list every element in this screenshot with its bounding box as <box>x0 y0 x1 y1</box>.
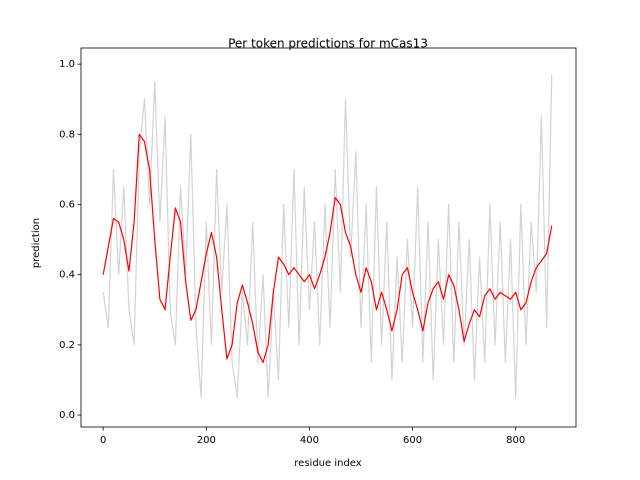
plot-frame <box>80 47 577 428</box>
x-tick-label: 200 <box>197 435 216 446</box>
y-tick-label: 0.2 <box>59 340 75 351</box>
chart-title: Per token predictions for mCas13 <box>228 37 428 51</box>
y-tick-label: 0.0 <box>59 410 75 421</box>
y-tick-label: 1.0 <box>59 59 75 70</box>
y-tick-label: 0.8 <box>59 129 75 140</box>
data-line <box>102 133 553 364</box>
y-axis-label: prediction <box>31 218 42 268</box>
x-tick-label: 400 <box>300 435 319 446</box>
x-tick-label: 0 <box>100 435 106 446</box>
x-tick-label: 800 <box>506 435 525 446</box>
x-tick-label: 600 <box>403 435 422 446</box>
x-axis-label: residue index <box>294 458 361 469</box>
y-tick-label: 0.4 <box>59 270 75 281</box>
y-tick-label: 0.6 <box>59 200 75 211</box>
data-line <box>102 74 553 399</box>
